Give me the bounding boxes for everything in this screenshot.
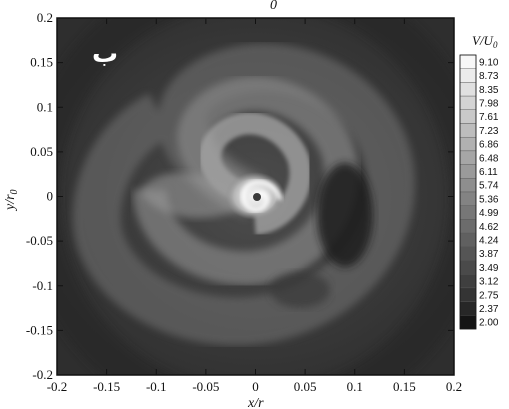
colorbar-swatch — [459, 205, 477, 220]
colorbar-border — [459, 54, 477, 330]
x-tick-label: -0.2 — [47, 379, 68, 394]
x-tick-label: -0.1 — [146, 379, 167, 394]
colorbar-swatch — [459, 150, 477, 165]
colorbar-level-label: 4.62 — [479, 222, 499, 233]
colorbar-swatch — [459, 178, 477, 193]
y-axis-label-sub: 0 — [9, 189, 20, 194]
x-tick-label: 0.2 — [446, 379, 462, 394]
x-tick-label: -0.15 — [93, 379, 120, 394]
y-tick-labels: 0.2 0.15 0.1 0.05 0 -0.05 -0.1 -0.15 -0.2 — [26, 10, 454, 382]
colorbar-swatch — [459, 219, 477, 234]
y-axis-label-main: y/r — [3, 194, 18, 212]
colorbar-level-label: 7.98 — [479, 98, 499, 109]
colorbar-level-label: 4.24 — [479, 235, 499, 246]
x-tick-label: 0 — [252, 379, 259, 394]
colorbar-level-label: 5.74 — [479, 181, 499, 192]
colorbar-swatch — [459, 95, 477, 110]
colorbar-level-label: 6.86 — [479, 140, 499, 151]
x-tick-label: 0.15 — [393, 379, 416, 394]
colorbar-swatch — [459, 287, 477, 302]
colorbar-swatch — [459, 123, 477, 138]
colorbar-swatch — [459, 54, 477, 69]
colorbar: 9.10 8.73 8.35 7.98 7.61 7.23 6.86 6.48 6.11 5.74… — [459, 54, 499, 330]
colorbar-level-label: 8.73 — [479, 71, 499, 82]
y-tick-label: -0.2 — [32, 367, 53, 382]
colorbar-level-label: 6.11 — [479, 167, 498, 178]
colorbar-level-label: 2.75 — [479, 290, 499, 301]
colorbar-swatch — [459, 82, 477, 97]
x-tick-label: 0.1 — [347, 379, 363, 394]
colorbar-swatch — [459, 68, 477, 83]
colorbar-level-label: 7.23 — [479, 126, 499, 137]
colorbar-swatch — [459, 246, 477, 261]
colorbar-swatch — [459, 274, 477, 289]
colorbar-level-label: 2.00 — [479, 318, 499, 329]
colorbar-swatch — [459, 232, 477, 248]
colorbar-swatch — [459, 315, 477, 330]
y-tick-label: 0.1 — [37, 99, 53, 114]
x-tick-labels: -0.2 -0.15 -0.1 -0.05 0 0.05 0.1 0.15 0.2 — [47, 18, 462, 394]
y-tick-label: 0.05 — [30, 144, 53, 159]
colorbar-level-label: 5.36 — [479, 194, 499, 205]
colorbar-level-label: 7.61 — [479, 112, 499, 123]
colorbar-swatch — [459, 136, 477, 152]
colorbar-level-label: 8.35 — [479, 85, 499, 96]
contour-field — [57, 18, 454, 375]
y-tick-label: -0.1 — [32, 278, 53, 293]
y-tick-label: -0.15 — [26, 322, 53, 337]
colorbar-level-label: 3.87 — [479, 249, 499, 260]
colorbar-title: V/U0 — [472, 33, 498, 50]
colorbar-swatch — [459, 164, 477, 179]
colorbar-level-label: 3.12 — [479, 277, 499, 288]
y-axis-label-group: y/r0 — [3, 189, 20, 212]
colorbar-title-main: V/U — [472, 33, 495, 48]
colorbar-level-label: 9.10 — [479, 57, 499, 68]
y-tick-label: -0.05 — [26, 233, 53, 248]
panel-label: ب — [92, 39, 118, 69]
y-tick-label: 0 — [47, 189, 54, 204]
top-label: 0 — [270, 0, 277, 13]
colorbar-level-label: 3.49 — [479, 263, 499, 274]
colorbar-level-label: 6.48 — [479, 153, 499, 164]
x-tick-label: 0.05 — [294, 379, 317, 394]
colorbar-level-label: 2.37 — [479, 304, 499, 315]
colorbar-level-label: 4.99 — [479, 208, 499, 219]
colorbar-title-sub: 0 — [493, 40, 498, 50]
colorbar-swatch — [459, 109, 477, 124]
x-tick-label: -0.05 — [192, 379, 219, 394]
colorbar-swatch — [459, 260, 477, 275]
colorbar-swatch — [459, 191, 477, 206]
y-tick-label: 0.2 — [37, 10, 53, 25]
y-tick-label: 0.15 — [30, 55, 53, 70]
x-axis-label: x/r — [247, 396, 264, 409]
colorbar-swatch — [459, 301, 477, 316]
y-axis-label: y/r0 — [3, 189, 20, 212]
